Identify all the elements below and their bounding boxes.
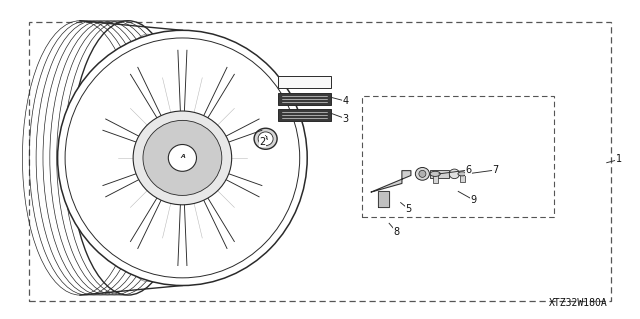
Text: 7: 7: [492, 165, 499, 175]
Ellipse shape: [449, 169, 460, 179]
Bar: [362, 96, 554, 217]
Text: 1: 1: [616, 154, 622, 165]
Ellipse shape: [58, 30, 307, 286]
Bar: [278, 93, 331, 105]
Ellipse shape: [168, 145, 196, 171]
Text: 2: 2: [259, 137, 266, 147]
Text: A: A: [180, 154, 185, 159]
Text: 3: 3: [342, 114, 349, 124]
Bar: [278, 76, 331, 88]
Ellipse shape: [419, 170, 426, 177]
Polygon shape: [371, 171, 411, 192]
Text: 8: 8: [394, 227, 400, 237]
Ellipse shape: [254, 128, 277, 149]
Bar: [460, 175, 465, 182]
Ellipse shape: [133, 111, 232, 205]
Polygon shape: [378, 191, 389, 207]
Bar: [430, 170, 449, 178]
Bar: [29, 22, 611, 301]
Text: XTZ32W180A: XTZ32W180A: [549, 299, 608, 308]
Text: A: A: [264, 136, 268, 141]
Ellipse shape: [143, 120, 222, 196]
Ellipse shape: [458, 172, 466, 176]
Text: 5: 5: [405, 204, 412, 214]
Bar: [433, 174, 438, 183]
Text: 9: 9: [470, 195, 477, 205]
Bar: [278, 109, 331, 121]
Text: 4: 4: [342, 96, 349, 106]
Ellipse shape: [430, 171, 440, 176]
Text: 6: 6: [465, 165, 472, 175]
Ellipse shape: [258, 132, 273, 145]
Ellipse shape: [415, 167, 429, 180]
